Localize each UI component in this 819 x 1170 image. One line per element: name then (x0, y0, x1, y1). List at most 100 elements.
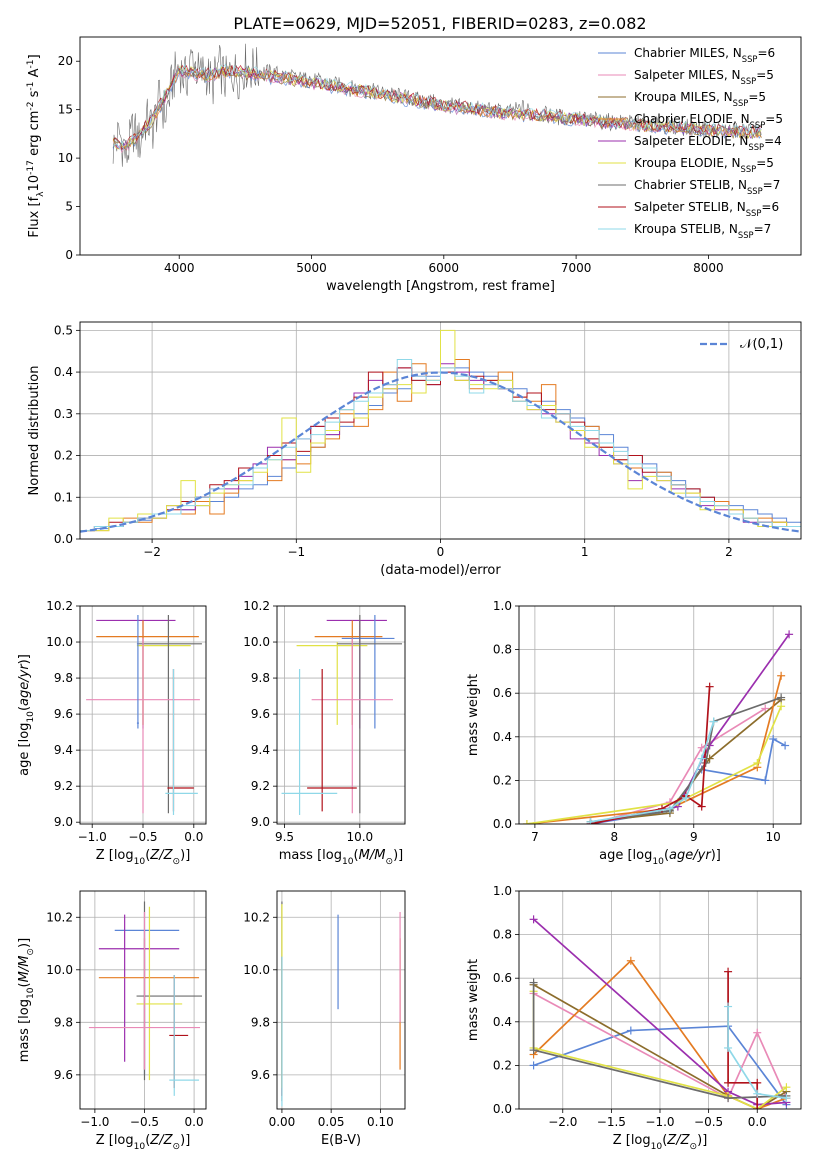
model-spectrum-line (112, 63, 762, 150)
spectrum-panel: 4000 5000 6000 7000 8000 0 5 10 15 20 wavelength [… (26, 36, 802, 294)
y-tick-label: 0.4 (493, 730, 512, 744)
y-tick-label: 0.2 (493, 773, 512, 787)
plot-area (112, 43, 762, 167)
y-tick-label: 0.6 (493, 686, 512, 700)
x-axis-label: Z [log10(Z/Z⊙)] (96, 848, 191, 867)
y-tick-label: 0.8 (493, 643, 512, 657)
y-tick-label: 0.6 (493, 971, 512, 985)
x-tick-label: 8000 (693, 261, 724, 275)
y-tick-label: 10.0 (243, 635, 270, 649)
plot-area (86, 615, 202, 815)
x-tick-label: 10.0 (346, 830, 373, 844)
legend-entry-label: Chabrier ELODIE, NSSP=5 (634, 112, 783, 130)
y-tick-label: 0.2 (493, 1058, 512, 1072)
y-tick-label: 9.8 (251, 1015, 270, 1029)
y-axis-label: Flux [fλ10-17 erg cm-2 s-1 A-1] (26, 54, 46, 237)
axes-frame (79, 890, 207, 1110)
x-tick-label: 6000 (429, 261, 460, 275)
mass-weight-line (590, 699, 782, 823)
legend-entry-label: Kroupa STELIB, NSSP=7 (634, 222, 771, 240)
mass-weight-line (526, 705, 782, 824)
x-axis-label: mass [log10(M/M⊙)] (279, 848, 403, 867)
plot-area (522, 630, 794, 824)
y-tick-label: 10.0 (243, 963, 270, 977)
mass-weight-line (727, 1006, 787, 1099)
y-tick-label: 10.0 (46, 963, 73, 977)
residual-histogram (80, 359, 801, 532)
y-tick-label: 0.0 (493, 817, 512, 831)
x-tick-label: −2 (143, 545, 161, 559)
mass-vs-ebv-panel: 0.00 0.05 0.10 9.6 9.8 10.0 10.2 E(B-V) (243, 890, 406, 1148)
y-axis-label: mass weight (466, 674, 481, 756)
x-tick-label: 0.0 (184, 830, 203, 844)
spectrum-legend: Chabrier MILES, NSSP=6 Salpeter MILES, NS… (598, 46, 783, 240)
x-tick-label: 0.0 (748, 1115, 767, 1129)
y-tick-label: 0.4 (493, 1015, 512, 1029)
axes-frame (518, 890, 802, 1110)
legend-entry-label: Kroupa ELODIE, NSSP=5 (634, 156, 774, 174)
mass-weight-line (526, 675, 782, 824)
x-axis-label: E(B-V) (321, 1133, 361, 1148)
gaussian-reference-curve (80, 371, 801, 533)
x-tick-label: 0.00 (269, 1115, 296, 1129)
x-tick-label: 2 (725, 545, 733, 559)
y-tick-label: 9.0 (251, 815, 270, 829)
x-axis-label: (data-model)/error (380, 563, 501, 578)
y-tick-label: 9.6 (251, 707, 270, 721)
weight-vs-z-panel: −2.0 −1.5 −1.0 −0.5 0.0 0.0 0.2 0.4 0.6 0.8 1.0 Z [… (466, 884, 802, 1152)
y-tick-label: 0.3 (54, 407, 73, 421)
legend-entry-label: Salpeter ELODIE, NSSP=4 (634, 134, 782, 152)
age-vs-z-panel: −1.0 −0.5 0.0 9.0 9.2 9.4 9.6 9.8 10.0 10.2 Z [log… (17, 599, 207, 867)
y-tick-label: 9.4 (251, 743, 270, 757)
x-tick-label: 7 (531, 830, 539, 844)
residuals-panel: −2 −1 0 1 2 0.0 0.1 0.2 0.3 0.4 0.5 (data-model)/er… (27, 321, 802, 578)
y-tick-label: 9.4 (54, 743, 73, 757)
y-tick-label: 10.2 (243, 599, 270, 613)
plot-area (529, 915, 791, 1109)
plot-area (281, 615, 402, 815)
x-axis-label: Z [log10(Z/Z⊙)] (613, 1133, 708, 1152)
y-tick-label: 9.6 (251, 1068, 270, 1082)
plot-area (281, 901, 401, 1107)
mass-weight-line (590, 686, 711, 824)
y-tick-label: 0.0 (54, 532, 73, 546)
y-tick-label: 9.0 (54, 815, 73, 829)
x-tick-label: 5000 (296, 261, 327, 275)
data-spectrum-line (112, 43, 762, 167)
legend-entry-label: Kroupa MILES, NSSP=5 (634, 90, 766, 108)
legend-entry-label: Chabrier MILES, NSSP=6 (634, 46, 775, 64)
legend-entry-label: Salpeter STELIB, NSSP=6 (634, 200, 779, 218)
x-tick-label: 1 (581, 545, 589, 559)
y-tick-label: 0.0 (493, 1102, 512, 1116)
x-axis-label: wavelength [Angstrom, rest frame] (326, 279, 555, 294)
y-tick-label: 10.2 (46, 599, 73, 613)
plot-area (88, 901, 203, 1096)
y-tick-label: 1.0 (493, 884, 512, 898)
y-tick-label: 20 (58, 54, 73, 68)
x-axis-label: age [log10(age/yr)] (599, 848, 721, 867)
y-tick-label: 0.4 (54, 365, 73, 379)
y-tick-label: 10.2 (243, 910, 270, 924)
mass-vs-z-panel: −1.0 −0.5 0.0 9.6 9.8 10.0 10.2 Z [log10(Z/Z⊙)]… (17, 890, 207, 1152)
x-tick-label: −1 (287, 545, 305, 559)
axes-frame (518, 605, 802, 825)
x-tick-label: 8 (611, 830, 619, 844)
y-tick-label: 10 (58, 151, 73, 165)
y-tick-label: 15 (58, 103, 73, 117)
y-axis-label: age [log10(age/yr)] (17, 654, 36, 776)
x-tick-label: −1.0 (78, 830, 107, 844)
plot-area (80, 329, 801, 533)
residuals-legend: 𝒩(0,1) (700, 337, 783, 352)
y-tick-label: 9.8 (54, 1015, 73, 1029)
y-tick-label: 9.6 (54, 707, 73, 721)
legend-entry-label: Salpeter MILES, NSSP=5 (634, 68, 774, 86)
x-tick-label: 10 (766, 830, 781, 844)
y-tick-label: 9.2 (54, 779, 73, 793)
model-spectrum-line (112, 64, 762, 151)
y-tick-label: 9.6 (54, 1068, 73, 1082)
y-tick-label: 5 (65, 200, 73, 214)
y-tick-label: 1.0 (493, 599, 512, 613)
x-tick-label: −1.0 (80, 1115, 109, 1129)
x-tick-label: −1.5 (597, 1115, 626, 1129)
